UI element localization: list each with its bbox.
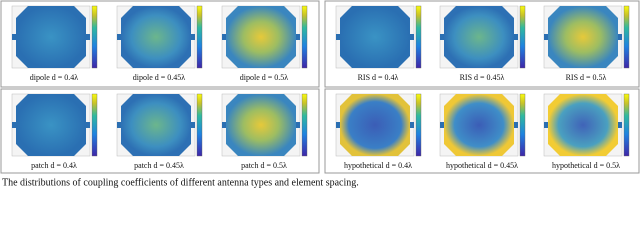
heatmap-tab (191, 34, 195, 40)
heatmap (340, 6, 410, 68)
heatmap-tab (191, 122, 195, 128)
heatmap-tab (618, 122, 622, 128)
heatmap-tab (514, 34, 518, 40)
colorbar (301, 5, 308, 69)
heatmap (548, 94, 618, 156)
colorbar (415, 93, 422, 157)
heatmap (548, 6, 618, 68)
colorbar (415, 5, 422, 69)
group-frame (0, 0, 320, 88)
colorbar (196, 5, 203, 69)
panel-label: dipole d = 0.4λ (30, 73, 79, 82)
panel-label: hypothetical d = 0.5λ (552, 161, 620, 170)
group-frame (0, 88, 320, 174)
group-frame (324, 88, 640, 174)
heatmap (121, 94, 191, 156)
heatmap-tab (117, 34, 121, 40)
panel-label: RIS d = 0.45λ (460, 73, 505, 82)
panel-label: RIS d = 0.4λ (358, 73, 399, 82)
heatmap-tab (86, 122, 90, 128)
heatmap-tab (12, 122, 16, 128)
caption: The distributions of coupling coefficien… (2, 177, 359, 188)
colorbar (91, 93, 98, 157)
heatmap-tab (440, 34, 444, 40)
panel-label: dipole d = 0.45λ (133, 73, 186, 82)
heatmap (226, 94, 296, 156)
colorbar (519, 5, 526, 69)
heatmap (16, 6, 86, 68)
colorbar (196, 93, 203, 157)
panel-label: patch d = 0.5λ (241, 161, 287, 170)
heatmap-tab (410, 34, 414, 40)
panel-label: RIS d = 0.5λ (566, 73, 607, 82)
heatmap-tab (410, 122, 414, 128)
heatmap-tab (12, 34, 16, 40)
heatmap-tab (544, 34, 548, 40)
heatmap (121, 6, 191, 68)
heatmap-tab (618, 34, 622, 40)
heatmap (340, 94, 410, 156)
heatmap (444, 94, 514, 156)
heatmap-tab (222, 122, 226, 128)
heatmap-tab (336, 122, 340, 128)
panel-label: patch d = 0.4λ (31, 161, 77, 170)
heatmap-tab (514, 122, 518, 128)
heatmap-tab (544, 122, 548, 128)
panel-label: hypothetical d = 0.45λ (446, 161, 518, 170)
heatmap-tab (117, 122, 121, 128)
heatmap-tab (222, 34, 226, 40)
heatmap (16, 94, 86, 156)
heatmap-tab (336, 34, 340, 40)
colorbar (519, 93, 526, 157)
heatmap (226, 6, 296, 68)
colorbar (623, 93, 630, 157)
heatmap-tab (296, 34, 300, 40)
heatmap-tab (86, 34, 90, 40)
heatmap (444, 6, 514, 68)
heatmap-tab (440, 122, 444, 128)
group-frame (324, 0, 640, 88)
figure: The distributions of coupling coefficien… (0, 0, 640, 188)
colorbar (301, 93, 308, 157)
panel-label: patch d = 0.45λ (134, 161, 184, 170)
panel-label: dipole d = 0.5λ (240, 73, 289, 82)
panel-label: hypothetical d = 0.4λ (344, 161, 412, 170)
heatmap-tab (296, 122, 300, 128)
colorbar (623, 5, 630, 69)
colorbar (91, 5, 98, 69)
